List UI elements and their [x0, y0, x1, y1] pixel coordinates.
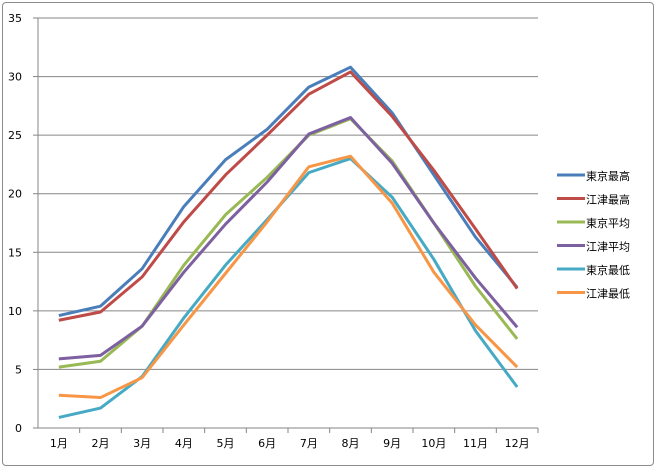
series-line-2 [58, 70, 519, 322]
x-tick-label: 12月 [505, 437, 530, 450]
x-tick-label: 7月 [300, 437, 318, 450]
x-tick-label: 10月 [421, 437, 446, 450]
legend-label: 東京平均 [586, 216, 630, 230]
x-tick-label: 5月 [217, 437, 235, 450]
x-tick-label: 3月 [133, 437, 151, 450]
x-tick-label: 8月 [342, 437, 360, 450]
y-tick-label: 25 [8, 129, 22, 142]
y-tick-label: 10 [8, 305, 22, 318]
legend-label: 東京最低 [586, 263, 630, 277]
y-tick-label: 35 [8, 12, 22, 25]
y-tick-label: 15 [8, 246, 22, 259]
x-tick-label: 6月 [258, 437, 276, 450]
y-tick-label: 0 [15, 422, 22, 435]
series-line-4 [58, 116, 519, 361]
legend-label: 江津平均 [586, 241, 630, 254]
series-line-6 [58, 154, 519, 400]
x-tick-label: 9月 [383, 437, 401, 450]
legend-label: 江津最高 [586, 193, 630, 207]
y-tick-label: 20 [8, 188, 22, 201]
y-tick-label: 30 [8, 71, 22, 84]
y-tick-label: 5 [15, 363, 22, 376]
series-line-1 [58, 65, 519, 318]
legend-label: 東京最高 [586, 169, 630, 183]
x-tick-label: 4月 [175, 437, 193, 450]
x-tick-label: 11月 [463, 437, 488, 450]
x-tick-label: 1月 [50, 437, 68, 450]
x-tick-label: 2月 [92, 437, 110, 450]
legend-label: 江津最低 [586, 288, 630, 301]
